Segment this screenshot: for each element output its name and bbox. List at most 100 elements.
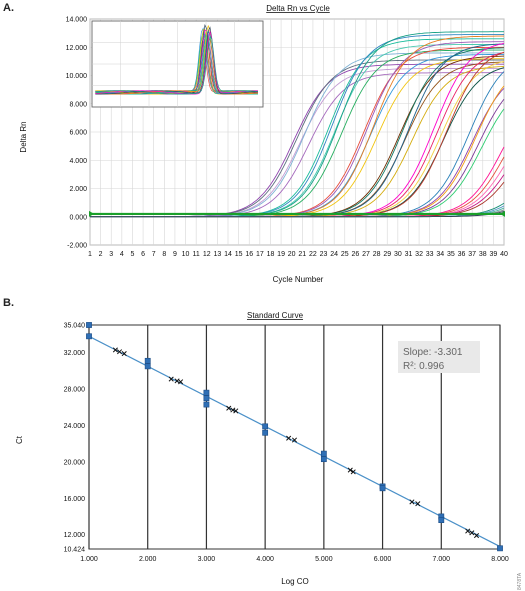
amplification-x-tick-15: 15 xyxy=(235,251,243,258)
standard-curve-x-ticks: 1.000 2.000 3.000 4.000 5.000 6.000 7.000 8.000 xyxy=(80,556,509,563)
amplification-y-tick-5: 8.000 xyxy=(69,101,87,108)
panel-a-letter: A. xyxy=(3,2,14,14)
unknown-point-stroke-b xyxy=(121,351,127,357)
slope-text: Slope: -3.301 xyxy=(403,347,463,358)
slope-annotation-box xyxy=(398,341,480,373)
unknown-point-15 xyxy=(415,501,421,507)
standard-point-11 xyxy=(320,456,327,463)
unknown-point-8 xyxy=(230,407,236,413)
unknown-point-stroke-b xyxy=(347,467,353,473)
standard-point-4 xyxy=(144,363,151,370)
amplification-x-tick-33: 33 xyxy=(426,251,434,258)
slope-annotation: Slope: -3.301 R²: 0.996 xyxy=(398,341,480,373)
standard-curve-x-tick-7: 8.000 xyxy=(491,556,509,563)
amplification-y-tick-3: 4.000 xyxy=(69,158,87,165)
amplification-x-tick-10: 10 xyxy=(182,251,190,258)
amplification-x-tick-1: 1 xyxy=(88,251,92,258)
standard-point-8 xyxy=(262,423,269,430)
unknown-point-stroke-b xyxy=(116,349,123,355)
amplification-y-tick-7: 12.000 xyxy=(66,45,88,52)
amplification-x-tick-22: 22 xyxy=(309,251,317,258)
amplification-x-tick-16: 16 xyxy=(245,251,253,258)
amplification-x-tick-20: 20 xyxy=(288,251,296,258)
standard-curve-y-tick-6: 32.000 xyxy=(64,350,86,357)
standard-curve-chart: Standard Curve Ct Log CO 10.424 12.000 16.… xyxy=(15,311,509,586)
threshold-handle-right xyxy=(500,210,505,217)
standard-curve-x-tick-2: 3.000 xyxy=(198,556,216,563)
amplification-x-tick-39: 39 xyxy=(489,251,497,258)
amplification-x-tick-4: 4 xyxy=(120,251,124,258)
threshold-line xyxy=(89,210,505,217)
amplification-x-tick-26: 26 xyxy=(351,251,359,258)
amplification-curve-40 xyxy=(90,210,505,218)
standard-curve-x-tick-1: 2.000 xyxy=(139,556,157,563)
unknown-point-12 xyxy=(347,467,353,473)
standard-curve-x-tick-0: 1.000 xyxy=(80,556,98,563)
regression-line xyxy=(88,335,501,548)
standard-curve-y-tick-1: 12.000 xyxy=(64,532,86,539)
unknown-point-stroke-b xyxy=(112,347,118,353)
amplification-x-tick-21: 21 xyxy=(298,251,306,258)
amplification-y-tick-6: 10.000 xyxy=(66,73,88,80)
amplification-x-tick-5: 5 xyxy=(131,251,135,258)
inset-curve-19 xyxy=(95,30,258,95)
amplification-ylabel: Delta Rn xyxy=(19,121,28,152)
unknown-point-stroke-b xyxy=(473,533,480,539)
amplification-x-tick-7: 7 xyxy=(152,251,156,258)
standard-point-5 xyxy=(203,389,210,396)
standard-curve-ylabel: Ct xyxy=(15,435,24,444)
standard-curve-xlabel: Log CO xyxy=(281,577,309,586)
standard-curve-y-ticks: 10.424 12.000 16.000 20.000 24.000 28.000 32.0… xyxy=(64,323,86,554)
unknown-point-stroke-b xyxy=(409,499,415,505)
standard-curve-y-tick-0: 10.424 xyxy=(64,547,86,554)
panel-b-letter: B. xyxy=(3,297,14,309)
amplification-x-tick-24: 24 xyxy=(330,251,338,258)
standard-point-6 xyxy=(203,395,210,402)
unknown-point-stroke-b xyxy=(168,376,174,382)
figure-code: 8478TA xyxy=(517,572,523,590)
amplification-xlabel: Cycle Number xyxy=(273,275,324,284)
standard-point-3 xyxy=(144,357,151,364)
amplification-y-tick-1: 0.000 xyxy=(69,214,87,221)
amplification-x-tick-11: 11 xyxy=(193,251,200,258)
unknown-point-17 xyxy=(469,530,475,536)
amplification-x-tick-9: 9 xyxy=(173,251,177,258)
amplification-x-ticks: 1 2 3 4 5 6 7 8 9 10 11 12 13 14 15 16 17 18 19 20 21 22 23 24 2… xyxy=(88,251,508,258)
amplification-x-tick-36: 36 xyxy=(458,251,466,258)
unknown-point-11 xyxy=(291,437,298,443)
amplification-x-tick-8: 8 xyxy=(162,251,166,258)
unknown-point-2 xyxy=(116,349,123,355)
standard-point-2 xyxy=(86,333,92,340)
unknown-point-1 xyxy=(112,347,118,353)
standard-point-1 xyxy=(86,322,92,328)
amplification-x-tick-23: 23 xyxy=(320,251,328,258)
amplification-y-tick-4: 6.000 xyxy=(69,130,87,137)
unknown-point-stroke-b xyxy=(174,378,180,384)
standard-curve-title: Standard Curve xyxy=(247,311,304,320)
amplification-x-tick-35: 35 xyxy=(447,251,455,258)
unknown-point-9 xyxy=(233,408,239,414)
unknown-point-stroke-b xyxy=(415,501,421,507)
amplification-x-tick-2: 2 xyxy=(99,251,103,258)
standard-curve-x-tick-6: 7.000 xyxy=(433,556,451,563)
standard-point-16 xyxy=(497,545,503,552)
standard-curve-y-tick-2: 16.000 xyxy=(64,496,86,503)
amplification-x-tick-3: 3 xyxy=(109,251,113,258)
amplification-y-tick-0: -2.000 xyxy=(67,243,87,250)
amplification-x-tick-28: 28 xyxy=(373,251,381,258)
unknown-point-5 xyxy=(174,378,180,384)
r2-text: R²: 0.996 xyxy=(403,361,445,372)
standard-curve-y-tick-4: 24.000 xyxy=(64,423,86,430)
standard-curve-points xyxy=(86,322,503,552)
standard-point-15 xyxy=(438,517,445,523)
amplification-x-tick-34: 34 xyxy=(436,251,444,258)
melt-curve-inset xyxy=(91,20,264,108)
unknown-point-stroke-b xyxy=(178,379,184,385)
unknown-point-stroke-b xyxy=(226,405,232,411)
unknown-point-stroke-b xyxy=(230,407,236,413)
unknown-point-stroke-b xyxy=(350,469,356,475)
standard-point-7 xyxy=(203,401,210,408)
inset-curve-20 xyxy=(95,34,258,95)
amplification-x-tick-37: 37 xyxy=(468,251,476,258)
